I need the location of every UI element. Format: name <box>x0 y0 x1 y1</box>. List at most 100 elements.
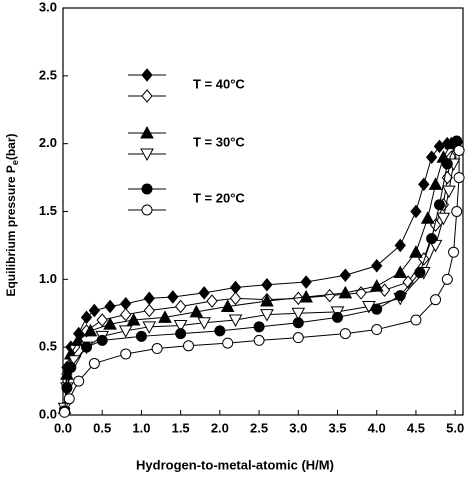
x-tick-label: 4.5 <box>407 420 425 435</box>
y-tick-label: 1.0 <box>39 271 57 286</box>
marker <box>206 294 218 308</box>
legend-marker <box>141 89 153 103</box>
marker <box>338 285 353 299</box>
y-tick-label: 0.0 <box>39 406 57 421</box>
marker <box>73 375 85 387</box>
marker <box>428 177 443 190</box>
marker <box>339 328 351 340</box>
marker <box>453 172 465 184</box>
marker <box>167 290 179 304</box>
marker <box>88 303 101 318</box>
legend-marker <box>141 204 153 216</box>
marker <box>451 135 463 147</box>
marker <box>61 382 73 394</box>
marker <box>126 312 141 326</box>
marker <box>394 290 406 302</box>
marker <box>65 362 77 374</box>
marker <box>189 304 204 318</box>
marker <box>96 313 108 327</box>
marker <box>420 211 435 224</box>
marker <box>174 299 187 314</box>
marker <box>103 317 117 330</box>
marker <box>135 330 147 342</box>
marker <box>425 150 438 165</box>
legend-marker <box>141 183 153 195</box>
marker <box>393 265 408 279</box>
marker <box>158 310 172 323</box>
marker <box>261 277 273 292</box>
marker <box>292 332 304 344</box>
marker <box>402 275 414 289</box>
legend-label: T = 20°C <box>193 190 245 205</box>
marker <box>96 334 108 346</box>
marker <box>59 406 71 418</box>
marker <box>371 324 383 336</box>
marker <box>291 307 306 321</box>
marker <box>228 314 243 328</box>
y-tick-label: 2.0 <box>39 135 57 150</box>
legend-label: T = 40°C <box>193 76 245 91</box>
marker <box>260 293 274 307</box>
y-tick-label: 1.5 <box>39 203 57 218</box>
marker <box>371 303 383 315</box>
marker <box>409 245 423 258</box>
marker <box>436 212 451 226</box>
marker <box>453 144 465 156</box>
marker <box>441 273 453 285</box>
marker <box>143 291 155 306</box>
marker <box>173 319 188 333</box>
marker <box>120 348 132 360</box>
marker <box>151 343 163 355</box>
x-tick-label: 0.0 <box>54 420 72 435</box>
legend-label: T = 30°C <box>193 134 245 149</box>
marker <box>394 238 406 253</box>
marker <box>81 341 93 353</box>
x-tick-label: 1.5 <box>172 420 190 435</box>
marker <box>414 267 426 279</box>
marker <box>175 328 187 340</box>
y-tick-label: 3.0 <box>39 0 57 14</box>
legend-marker <box>140 148 154 162</box>
marker <box>222 337 234 349</box>
series-line <box>64 143 448 409</box>
marker <box>118 325 133 338</box>
marker <box>430 294 442 306</box>
marker <box>451 206 463 217</box>
marker <box>260 309 274 322</box>
marker <box>410 204 422 219</box>
marker <box>442 185 456 199</box>
x-tick-label: 2.0 <box>211 420 229 435</box>
marker <box>198 286 210 300</box>
marker <box>220 299 235 312</box>
marker <box>253 321 265 333</box>
marker <box>332 311 344 323</box>
marker <box>229 291 242 306</box>
y-tick-label: 0.5 <box>39 339 57 354</box>
marker <box>339 268 352 283</box>
marker <box>104 299 116 314</box>
marker <box>299 289 313 303</box>
x-tick-label: 3.5 <box>328 420 346 435</box>
marker <box>369 279 384 292</box>
marker <box>214 325 226 337</box>
marker <box>300 275 312 289</box>
marker <box>83 323 98 337</box>
legend-marker <box>141 68 153 82</box>
marker <box>371 258 383 273</box>
marker <box>253 334 265 346</box>
marker <box>433 199 445 211</box>
marker <box>142 321 157 334</box>
x-tick-label: 2.5 <box>250 420 268 435</box>
marker <box>426 233 438 245</box>
marker <box>448 246 460 258</box>
y-axis-label-text: Equilibrium pressure P <box>4 165 18 296</box>
marker <box>143 303 155 318</box>
x-tick-label: 0.5 <box>93 420 111 435</box>
marker <box>63 393 75 405</box>
y-axis-label: Equilibrium pressure Pe(bar) <box>4 133 20 296</box>
y-tick-label: 2.5 <box>39 67 57 82</box>
marker <box>80 310 93 325</box>
series-line <box>64 150 460 413</box>
marker <box>441 158 453 170</box>
